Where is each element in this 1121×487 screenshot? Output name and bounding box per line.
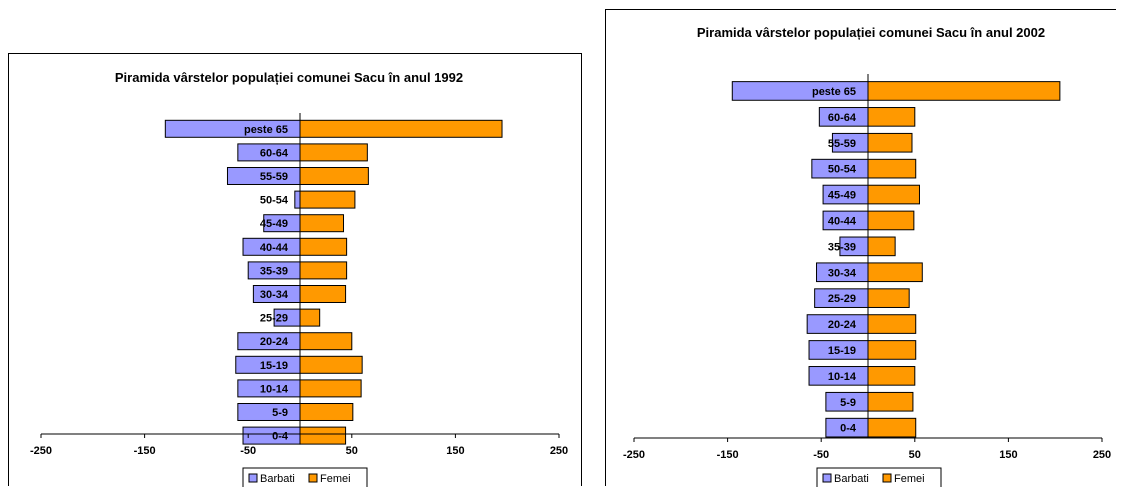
category-label: 40-44 [828, 215, 857, 227]
bar-femei-55-59 [299, 167, 369, 185]
x-tick-label: 50 [346, 445, 358, 457]
category-label: peste 65 [812, 86, 856, 98]
x-tick-label: 250 [1093, 449, 1111, 461]
x-tick-label: -150 [717, 449, 739, 461]
bar-femei-45-49 [867, 184, 920, 205]
bar-femei-50-54 [299, 190, 356, 209]
category-label: 15-19 [260, 360, 288, 372]
bar-femei-25-29 [867, 288, 910, 308]
chart-plot-1992: peste 65 60-64 55-59 50-54 45-49 40-44 35-39 30… [30, 113, 568, 487]
x-tick-label: -250 [623, 449, 645, 461]
category-label: 60-64 [260, 147, 289, 159]
legend-label-femei: Femei [320, 473, 351, 485]
category-label: 50-54 [828, 164, 857, 176]
x-tick-label: 250 [550, 445, 568, 457]
bar-femei-peste-65 [867, 81, 1061, 101]
legend-swatch-femei [308, 473, 318, 483]
bar-femei-0-4 [299, 426, 347, 445]
category-label: 30-34 [260, 289, 289, 301]
x-tick-label: -250 [30, 445, 52, 457]
x-tick-label: -150 [134, 445, 156, 457]
category-label: 5-9 [840, 397, 856, 409]
category-label: 0-4 [840, 423, 857, 435]
bar-femei-5-9 [867, 391, 914, 412]
bar-femei-35-39 [299, 261, 348, 280]
x-tick-label: 150 [446, 445, 464, 457]
category-label: 0-4 [272, 431, 289, 443]
category-label: 55-59 [260, 171, 288, 183]
bar-barbati-50-54 [294, 190, 301, 209]
legend-label-barbati: Barbati [834, 473, 869, 485]
x-tick-label: -50 [240, 445, 256, 457]
category-label: 15-19 [828, 345, 856, 357]
category-label: 45-49 [828, 190, 856, 202]
chart-2002: Piramida vârstelor populației comunei Sa… [605, 9, 1116, 487]
legend-box [816, 467, 942, 487]
category-label: 25-29 [260, 313, 288, 325]
bar-femei-40-44 [299, 237, 348, 256]
bar-femei-30-34 [299, 285, 347, 303]
chart-title-1992: Piramida vârstelor populației comunei Sa… [114, 70, 464, 85]
legend-swatch-femei [882, 473, 892, 483]
bar-femei-45-49 [299, 214, 345, 233]
category-label: 25-29 [828, 293, 856, 305]
bar-femei-50-54 [867, 158, 917, 179]
chart-1992: Piramida vârstelor populației comunei Sa… [8, 53, 582, 487]
bar-femei-0-4 [867, 417, 917, 438]
category-label: 5-9 [272, 407, 288, 419]
legend-swatch-barbati [248, 473, 258, 483]
legend-swatch-barbati [822, 473, 832, 483]
bar-femei-30-34 [867, 262, 923, 283]
category-label: 35-39 [828, 241, 856, 253]
bar-femei-35-39 [867, 236, 896, 257]
bar-femei-20-24 [299, 332, 353, 351]
x-tick-label: 50 [909, 449, 921, 461]
category-label: peste 65 [244, 124, 288, 136]
bar-femei-15-19 [299, 355, 363, 374]
legend-box [242, 467, 368, 487]
category-label: 10-14 [828, 371, 857, 383]
chart-title-2002: Piramida vârstelor populației comunei Sa… [696, 25, 1046, 40]
category-label: 50-54 [260, 195, 289, 207]
x-tick-label: 150 [999, 449, 1017, 461]
bar-femei-60-64 [867, 107, 916, 127]
bar-femei-20-24 [867, 314, 917, 334]
category-label: 30-34 [828, 267, 857, 279]
category-label: 20-24 [260, 336, 289, 348]
category-label: 40-44 [260, 242, 289, 254]
bar-barbati-5-9 [237, 403, 301, 421]
category-label: 45-49 [260, 218, 288, 230]
category-label: 60-64 [828, 112, 857, 124]
legend-label-barbati: Barbati [260, 473, 295, 485]
chart-plot-2002: peste 65 60-64 55-59 50-54 45-49 40-44 35-39 30… [623, 74, 1111, 487]
category-label: 55-59 [828, 138, 856, 150]
bar-femei-55-59 [867, 132, 913, 153]
bar-femei-peste-65 [299, 119, 503, 138]
x-tick-label: -50 [813, 449, 829, 461]
bar-femei-10-14 [867, 366, 916, 386]
bar-femei-15-19 [867, 340, 917, 360]
category-label: 20-24 [828, 319, 857, 331]
category-label: 35-39 [260, 265, 288, 277]
legend-label-femei: Femei [894, 473, 925, 485]
category-label: 10-14 [260, 383, 289, 395]
bar-femei-25-29 [299, 308, 321, 327]
bar-femei-40-44 [867, 210, 915, 231]
bar-femei-60-64 [299, 143, 368, 162]
bar-femei-10-14 [299, 379, 362, 398]
bar-femei-5-9 [299, 403, 354, 421]
